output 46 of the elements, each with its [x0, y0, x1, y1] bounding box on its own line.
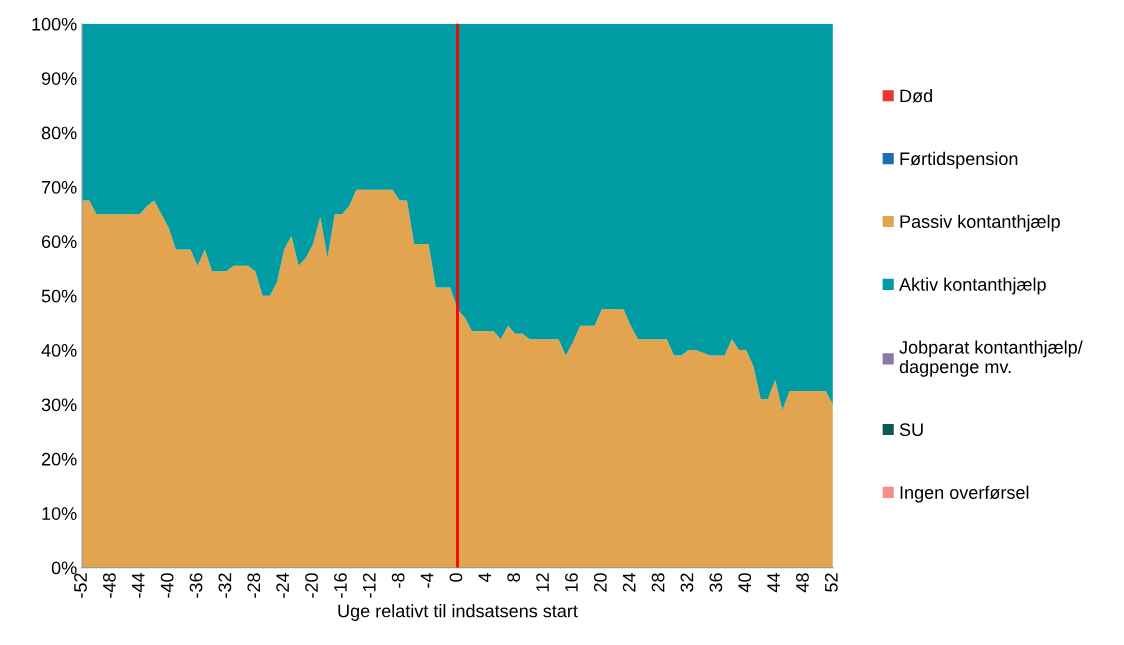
x-tick-label: 4 [478, 572, 492, 583]
x-tick-label: 12 [536, 573, 549, 592]
legend-label: Aktiv kontanthjælp [899, 277, 1046, 295]
x-tick-label: -12 [362, 573, 376, 598]
y-tick-label: 60% [41, 235, 77, 249]
y-tick-label: 50% [41, 289, 77, 303]
legend-label: SU [899, 423, 923, 437]
y-tick-label: 80% [41, 126, 77, 140]
x-tick-label: -4 [420, 572, 434, 588]
x-tick-label: -52 [74, 573, 87, 598]
y-tick-label: 0% [51, 561, 77, 575]
x-tick-label: -36 [189, 573, 203, 598]
y-tick-label: 70% [41, 180, 77, 194]
x-tick-label: -32 [218, 573, 232, 598]
x-tick-label: -8 [391, 573, 405, 588]
x-axis-title: Uge relativt til indsatsens start [338, 604, 578, 621]
x-tick-label: 32 [680, 573, 694, 592]
y-tick-label: 100% [32, 17, 77, 31]
x-tick-label: -24 [276, 572, 289, 598]
x-tick-label: 52 [824, 573, 838, 592]
x-tick-label: 8 [507, 573, 521, 582]
x-tick-label: -48 [102, 573, 116, 598]
x-tick-label: 28 [651, 573, 665, 592]
x-tick-label: -44 [132, 572, 145, 598]
y-tick-label: 20% [41, 452, 77, 466]
x-tick-label: 20 [593, 573, 607, 592]
y-tick-label: 90% [41, 72, 77, 85]
legend-label: Død [900, 88, 932, 103]
legend-label: Jobparat kontanthjælp/ dagpenge mv. [899, 340, 1083, 377]
x-tick-label: -16 [334, 573, 347, 598]
legend-label: Ingen overførsel [900, 485, 1029, 503]
legend-label: Passiv kontanthjælp [900, 214, 1060, 232]
x-tick-label: -40 [160, 573, 174, 598]
x-tick-label: 36 [709, 573, 723, 592]
x-tick-label: -20 [305, 573, 318, 598]
y-tick-label: 40% [41, 344, 77, 357]
x-tick-label: 40 [738, 573, 752, 593]
y-tick-label: 10% [42, 507, 77, 520]
x-tick-label: -28 [247, 573, 261, 598]
x-tick-label: 24 [622, 572, 636, 592]
legend-label: Førtidspension [900, 151, 1018, 169]
x-tick-label: 0 [449, 573, 463, 582]
x-tick-label: 48 [796, 573, 809, 593]
y-tick-label: 30% [41, 398, 77, 412]
x-tick-label: 16 [565, 573, 578, 592]
x-tick-label: 44 [767, 572, 780, 593]
